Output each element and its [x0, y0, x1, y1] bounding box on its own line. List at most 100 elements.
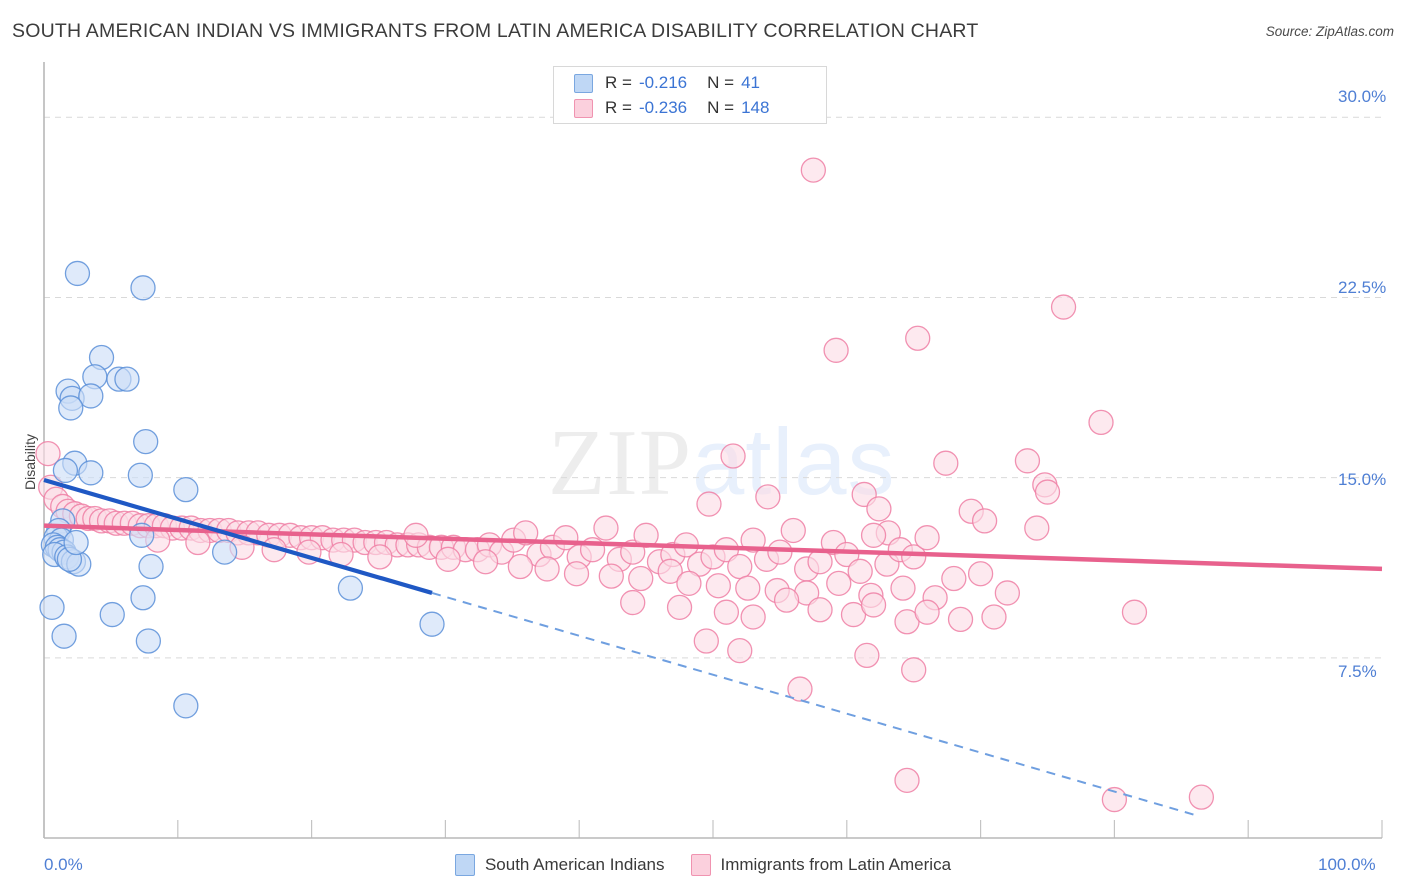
data-point	[1050, 294, 1077, 320]
data-point	[58, 395, 84, 421]
data-point	[901, 544, 927, 570]
data-point	[1088, 409, 1114, 436]
n-label-pink: N =	[707, 98, 735, 117]
r-value-pink: -0.236	[638, 98, 688, 117]
data-point	[133, 428, 159, 455]
data-point	[620, 589, 646, 616]
data-point	[507, 553, 533, 580]
data-point	[971, 508, 998, 534]
legend-label-immigrants-from-latin-america: Immigrants from Latin America	[720, 855, 952, 874]
trend-lines	[43, 478, 1383, 816]
data-point	[173, 693, 199, 719]
data-point	[941, 565, 967, 592]
data-point	[51, 623, 77, 649]
data-point	[780, 517, 806, 544]
data-point	[35, 440, 61, 467]
data-point	[894, 767, 920, 793]
legend-swatch-immigrants-from-latin-america-icon	[690, 854, 711, 876]
data-point	[740, 527, 766, 553]
n-value-blue: 41	[741, 73, 760, 92]
data-point	[890, 575, 916, 601]
data-point	[947, 606, 974, 633]
trend-line-pink	[43, 523, 1383, 572]
data-point	[64, 260, 91, 287]
data-point	[740, 604, 766, 630]
data-point	[866, 496, 892, 522]
data-point	[63, 529, 89, 556]
n-value-pink: 148	[741, 98, 770, 117]
legend-swatch-blue-icon	[574, 73, 593, 93]
data-point	[666, 594, 693, 621]
data-point	[1024, 515, 1050, 541]
data-point	[173, 476, 199, 503]
south-american-indians-points	[39, 260, 445, 719]
data-point	[860, 522, 887, 548]
data-point	[593, 515, 619, 541]
data-point	[834, 541, 860, 568]
data-point	[787, 676, 813, 702]
data-point	[628, 565, 654, 592]
x-tick-label-min: 0.0%	[44, 855, 83, 874]
immigrants-from-latin-america-points	[35, 157, 1215, 813]
data-point	[563, 561, 590, 587]
data-point	[135, 628, 162, 654]
data-point	[78, 383, 104, 409]
data-point	[1188, 784, 1215, 810]
stats-legend: R = -0.216 N = 41 R = -0.236 N = 148	[553, 66, 827, 124]
data-point	[933, 450, 959, 476]
trend-line-blue-solid	[43, 478, 433, 595]
data-point	[807, 597, 833, 623]
y-tick-label-2: 15.0%	[1338, 470, 1387, 489]
x-axis-ticks	[43, 820, 1383, 838]
data-point	[914, 525, 940, 551]
data-point	[1034, 479, 1061, 505]
data-point	[713, 599, 740, 625]
data-point	[130, 585, 156, 611]
data-point	[534, 556, 560, 582]
data-point	[1101, 786, 1128, 813]
data-point	[52, 457, 79, 484]
data-point	[767, 539, 793, 565]
legend-item-south-american-indians[interactable]: South American Indians	[454, 854, 665, 876]
data-point	[78, 460, 104, 486]
data-point	[847, 558, 873, 584]
data-point	[727, 637, 753, 664]
data-point	[185, 529, 211, 556]
data-point	[696, 491, 722, 517]
data-point	[720, 443, 746, 469]
data-point	[755, 484, 781, 510]
data-point	[860, 592, 887, 618]
legend-label-south-american-indians: South American Indians	[484, 855, 665, 874]
data-point	[727, 553, 753, 580]
data-point	[823, 337, 849, 363]
data-point	[901, 657, 927, 683]
stats-legend-row-blue: R = -0.216 N = 41	[574, 71, 760, 95]
data-point	[693, 628, 719, 654]
r-label-pink: R =	[605, 98, 632, 117]
legend-swatch-pink-icon	[574, 98, 593, 118]
data-point	[994, 580, 1021, 606]
stats-legend-row-pink: R = -0.236 N = 148	[574, 96, 769, 120]
data-point	[127, 462, 153, 488]
data-point	[337, 575, 364, 601]
data-point	[472, 549, 499, 575]
legend-item-immigrants-from-latin-america[interactable]: Immigrants from Latin America	[690, 854, 952, 876]
data-point	[657, 558, 683, 584]
data-point	[39, 594, 65, 621]
legend-swatch-south-american-indians-icon	[454, 854, 475, 876]
data-point	[211, 539, 238, 565]
data-point	[138, 553, 164, 580]
n-label-blue: N =	[707, 73, 735, 92]
data-point	[905, 325, 931, 351]
data-point	[419, 611, 445, 637]
gridlines	[44, 116, 1382, 659]
r-value-blue: -0.216	[638, 73, 688, 92]
data-point	[99, 601, 125, 628]
data-point	[598, 563, 624, 589]
data-point	[114, 366, 140, 392]
data-point	[854, 642, 880, 669]
x-tick-label-max: 100.0%	[1318, 855, 1376, 874]
chart-title: SOUTH AMERICAN INDIAN VS IMMIGRANTS FROM…	[12, 20, 979, 42]
